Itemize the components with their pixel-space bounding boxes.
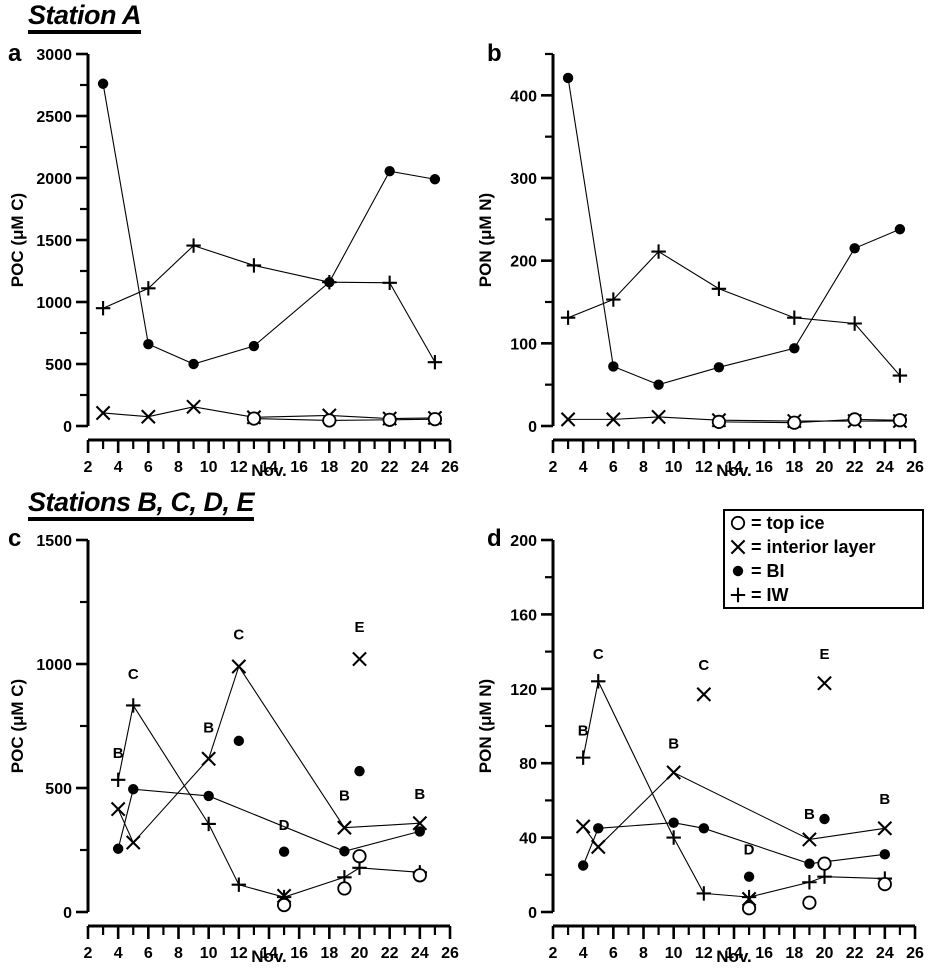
section-title-station-a: Station A — [28, 2, 142, 34]
legend-symbol-plus — [725, 585, 751, 605]
data-point-filled-circle — [819, 813, 830, 825]
data-point-x-cross — [575, 819, 591, 834]
legend-symbol-filled-circle — [725, 561, 751, 581]
data-point-plus — [802, 875, 817, 890]
x-tick-label: 18 — [785, 945, 803, 962]
data-point-filled-circle — [743, 871, 755, 882]
legend-item-1: = interior layer — [725, 535, 922, 559]
panel-letter-b: b — [487, 40, 502, 67]
point-label: B — [578, 722, 589, 739]
data-point-plus — [741, 889, 757, 905]
series-line — [582, 771, 885, 848]
data-point-open-circle — [802, 895, 817, 910]
filled-circle-icon — [732, 565, 744, 577]
data-point-plus — [591, 674, 606, 689]
x-tick-label: 4 — [579, 945, 588, 962]
series-bi-unconnected — [743, 813, 830, 882]
data-point-filled-circle — [577, 860, 589, 871]
y-tick-label: 160 — [510, 607, 537, 624]
filled-circle-glyph — [732, 565, 744, 577]
legend: = top ice = interior layer = BI = IW — [723, 509, 924, 609]
data-point-filled-circle — [879, 849, 891, 860]
y-tick-label: 0 — [528, 905, 537, 922]
plus-glyph — [730, 587, 746, 603]
point-label: E — [819, 646, 829, 663]
open-circle-icon — [730, 515, 746, 531]
point-label: C — [593, 646, 604, 663]
legend-symbol-x-cross — [725, 537, 751, 557]
point-label: B — [804, 806, 815, 823]
legend-item-2: = BI — [725, 559, 922, 583]
data-point-x-cross — [666, 765, 682, 780]
series-line — [582, 822, 885, 866]
y-tick-label: 80 — [519, 756, 537, 773]
data-point-open-circle — [877, 876, 892, 892]
series-interior-layer — [575, 765, 893, 855]
data-point-open-circle — [741, 901, 757, 916]
x-cross-icon — [730, 539, 746, 555]
data-point-x-cross — [802, 832, 817, 847]
series-interior-layer-unconnected — [696, 675, 832, 907]
series-line — [582, 679, 885, 898]
x-tick-label: 2 — [549, 945, 558, 962]
data-point-plus — [575, 750, 591, 765]
x-tick-label: 22 — [846, 945, 864, 962]
data-point-filled-circle — [698, 823, 710, 834]
section-title-stations-bcde: Stations B, C, D, E — [28, 489, 255, 521]
y-axis-title-d: PON (μM N) — [476, 678, 495, 774]
legend-symbol-open-circle — [725, 513, 751, 533]
legend-item-0: = top ice — [725, 511, 922, 535]
y-tick-label: 40 — [519, 831, 537, 848]
point-labels-d: B C B C D B E B — [578, 646, 891, 858]
data-point-x-cross — [696, 687, 712, 702]
x-cross-glyph — [730, 539, 746, 555]
data-point-open-circle — [817, 856, 832, 871]
x-tick-label: 20 — [816, 945, 834, 962]
panel-letter-c: c — [8, 525, 22, 552]
data-point-filled-circle — [668, 817, 679, 828]
legend-label: = interior layer — [751, 536, 876, 557]
data-point-filled-circle — [593, 823, 604, 834]
x-tick-label: 6 — [609, 945, 618, 962]
open-circle-glyph — [730, 515, 746, 531]
x-axis-title-d: Nov. — [716, 947, 752, 966]
data-point-filled-circle — [804, 858, 815, 869]
legend-label: = BI — [751, 560, 785, 581]
x-axis-title-c: Nov. — [251, 947, 287, 966]
series-top-ice — [741, 856, 892, 916]
plus-icon — [730, 587, 746, 603]
panel-letter-d: d — [487, 525, 502, 552]
x-tick-label: 10 — [665, 945, 683, 962]
x-tick-label: 26 — [906, 945, 924, 962]
data-point-plus — [877, 871, 893, 886]
y-tick-label: 120 — [510, 682, 537, 699]
data-point-x-cross — [877, 820, 893, 836]
point-label: B — [879, 791, 890, 808]
x-axis-title-a: Nov. — [251, 461, 287, 480]
x-tick-label: 8 — [639, 945, 648, 962]
x-tick-label: 24 — [876, 945, 894, 962]
y-tick-label: 200 — [510, 533, 537, 550]
series-iw — [575, 674, 893, 905]
data-point-x-cross — [590, 839, 606, 855]
point-label: D — [744, 841, 755, 858]
data-point-x-cross — [741, 891, 757, 907]
point-label: B — [668, 735, 679, 752]
data-point-x-cross — [817, 675, 832, 691]
data-point-plus — [666, 830, 681, 845]
point-label: C — [698, 657, 709, 674]
y-axis-d: 0 40 80 120 160 200 — [510, 533, 555, 922]
data-point-plus — [817, 869, 832, 884]
series-bi — [577, 817, 891, 871]
legend-label: = IW — [751, 584, 789, 605]
legend-item-3: = IW — [725, 583, 922, 607]
data-point-plus — [696, 886, 712, 901]
panel-letter-a: a — [8, 40, 22, 67]
x-axis-title-b: Nov. — [716, 461, 752, 480]
legend-label: = top ice — [751, 512, 825, 533]
